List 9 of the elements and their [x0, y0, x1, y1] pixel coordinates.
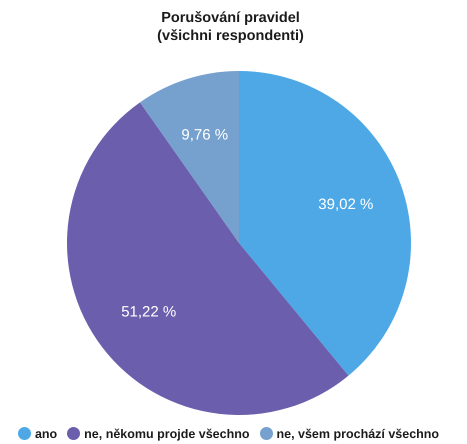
legend-label: ne, někomu projde všechno — [84, 427, 250, 441]
pie-slice — [239, 71, 411, 376]
data-label: 9,76 % — [181, 126, 228, 144]
data-label: 39,02 % — [318, 196, 374, 214]
chart-title: Porušování pravidel (všichni respondenti) — [156, 9, 305, 45]
pie-slice — [140, 71, 239, 243]
legend-label: ano — [34, 427, 58, 441]
legend-label: ne, všem prochází všechno — [276, 427, 440, 441]
data-label: 51,22 % — [121, 303, 176, 320]
